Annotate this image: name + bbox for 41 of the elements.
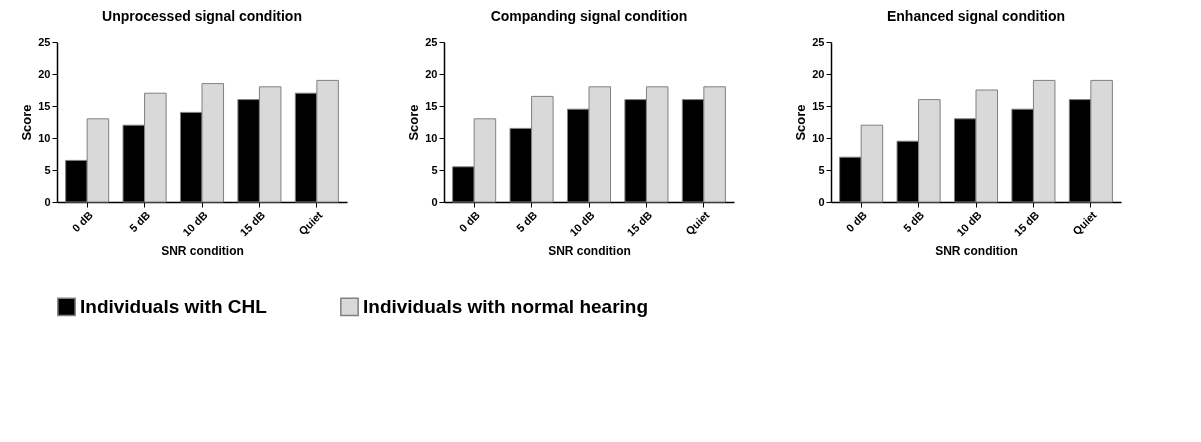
y-tick-label: 5 [44,163,51,176]
x-axis-title: SNR condition [548,244,631,259]
y-tick-label: 25 [812,35,825,48]
y-tick-label: 10 [812,131,825,144]
x-tick-label: 0 dB [843,208,869,235]
y-tick-label: 10 [38,131,51,144]
y-tick-label: 5 [431,163,438,176]
legend-label: Individuals with normal hearing [363,295,649,317]
y-axis-title: Score [793,104,809,141]
chart-title: Enhanced signal condition [886,8,1066,24]
x-tick-label: 5 dB [901,208,927,235]
x-tick-label: 5 dB [514,208,540,235]
y-tick-label: 25 [38,35,51,48]
x-axis-title: SNR condition [161,244,244,259]
x-tick-label: 10 dB [567,208,597,239]
x-tick-label: 10 dB [954,208,984,239]
y-tick-label: 20 [425,67,438,80]
y-tick-label: 15 [38,99,51,112]
y-tick-label: 15 [812,99,825,112]
x-tick-label: 0 dB [456,208,482,235]
chart-title: Companding signal condition [490,8,688,24]
y-axis-title: Score [406,104,422,141]
x-tick-label: 15 dB [624,208,655,239]
y-tick-label: 25 [425,35,438,48]
y-tick-label: 10 [425,131,438,144]
x-tick-label: 15 dB [1011,208,1042,239]
chart-title: Unprocessed signal condition [102,8,302,24]
x-tick-label: 5 dB [127,208,153,235]
y-tick-label: 20 [812,67,825,80]
y-tick-label: 0 [431,195,438,208]
y-tick-label: 20 [38,67,51,80]
x-tick-label: 10 dB [180,208,210,239]
y-tick-label: 15 [425,99,438,112]
y-tick-label: 5 [818,163,825,176]
y-axis-title: Score [19,104,35,141]
legend-label: Individuals with CHL [80,295,268,317]
y-tick-label: 0 [44,195,51,208]
x-axis-title: SNR condition [935,244,1018,259]
x-tick-label: 15 dB [237,208,268,239]
y-tick-label: 0 [818,195,825,208]
x-tick-label: 0 dB [69,208,95,235]
